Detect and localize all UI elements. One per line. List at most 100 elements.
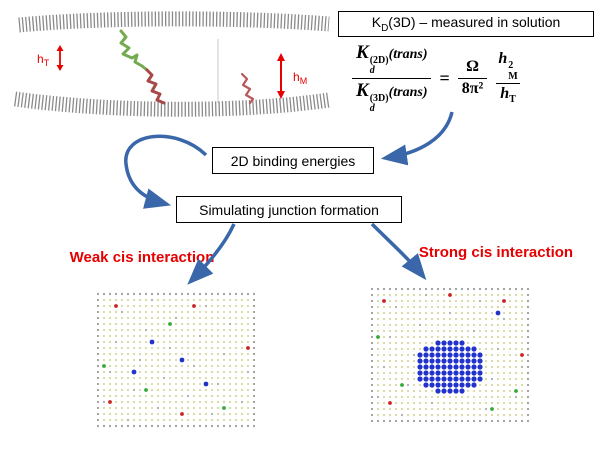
lattice-dot: [120, 424, 124, 428]
lattice-dot: [448, 407, 452, 411]
lattice-dot: [448, 305, 452, 309]
lattice-dot: [162, 292, 166, 296]
lattice-dot: [192, 352, 196, 356]
lattice-dot: [490, 287, 494, 291]
lattice-dot: [412, 347, 416, 351]
lattice-dot: [174, 412, 178, 416]
lattice-dot: [394, 317, 398, 321]
lattice-dot: [382, 341, 386, 345]
lattice-dot: [240, 346, 244, 350]
lattice-dot: [204, 322, 208, 326]
lattice-dot: [376, 389, 380, 393]
lattice-dot: [234, 424, 238, 428]
lattice-dot: [484, 401, 488, 405]
lattice-dot: [174, 310, 178, 314]
lattice-dot: [472, 389, 476, 393]
lattice-dot: [460, 395, 464, 399]
scatter-point-red: [246, 346, 250, 350]
lattice-dot: [240, 388, 244, 392]
lattice-dot: [526, 287, 530, 291]
lattice-dot: [406, 401, 410, 405]
lattice-dot: [376, 383, 380, 387]
lattice-dot: [186, 394, 190, 398]
lattice-dot: [412, 389, 416, 393]
lattice-dot: [508, 377, 512, 381]
cluster-dot: [471, 358, 477, 364]
lattice-dot: [216, 418, 220, 422]
lattice-dot: [484, 329, 488, 333]
lattice-dot: [252, 358, 256, 362]
lattice-dot: [412, 317, 416, 321]
lattice-dot: [174, 406, 178, 410]
lattice-dot: [442, 323, 446, 327]
scatter-point-red: [180, 412, 184, 416]
lattice-dot: [370, 419, 374, 423]
lattice-dot: [216, 394, 220, 398]
lattice-dot: [144, 340, 148, 344]
lattice-dot: [174, 388, 178, 392]
lattice-dot: [412, 305, 416, 309]
lattice-dot: [490, 293, 494, 297]
lattice-dot: [240, 304, 244, 308]
lattice-dot: [376, 395, 380, 399]
lattice-dot: [520, 323, 524, 327]
lattice-dot: [96, 370, 100, 374]
lattice-dot: [162, 424, 166, 428]
lattice-dot: [156, 316, 160, 320]
lattice-dot: [168, 370, 172, 374]
lattice-dot: [138, 352, 142, 356]
lattice-dot: [108, 304, 112, 308]
lattice-dot: [240, 352, 244, 356]
lattice-dot: [126, 400, 130, 404]
lattice-dot: [168, 346, 172, 350]
cluster-dot: [453, 382, 459, 388]
lattice-dot: [382, 407, 386, 411]
lattice-dot: [370, 365, 374, 369]
weak-cis-panel: [94, 290, 258, 430]
cluster-dot: [477, 370, 483, 376]
lattice-dot: [150, 406, 154, 410]
lattice-dot: [204, 400, 208, 404]
lattice-dot: [514, 365, 518, 369]
lattice-dot: [96, 310, 100, 314]
lattice-dot: [222, 364, 226, 368]
lattice-dot: [472, 329, 476, 333]
lattice-dot: [484, 305, 488, 309]
lattice-dot: [108, 310, 112, 314]
binding-energies-box: 2D binding energies: [212, 147, 374, 174]
lattice-dot: [102, 388, 106, 392]
lattice-dot: [144, 418, 148, 422]
lattice-dot: [400, 377, 404, 381]
lattice-dot: [216, 388, 220, 392]
lattice-dot: [96, 406, 100, 410]
lattice-dot: [382, 401, 386, 405]
lattice-dot: [252, 352, 256, 356]
lattice-dot: [114, 406, 118, 410]
lattice-dot: [502, 377, 506, 381]
lattice-dot: [246, 304, 250, 308]
lattice-dot: [400, 347, 404, 351]
lattice-dot: [246, 418, 250, 422]
lattice-dot: [412, 371, 416, 375]
lattice-dot: [96, 424, 100, 428]
cluster-dot: [429, 358, 435, 364]
lattice-dot: [406, 407, 410, 411]
lattice-dot: [240, 328, 244, 332]
lattice-dot: [192, 340, 196, 344]
lattice-dot: [138, 310, 142, 314]
lattice-dot: [228, 322, 232, 326]
lattice-dot: [406, 293, 410, 297]
lattice-dot: [210, 340, 214, 344]
cluster-dot: [435, 340, 441, 346]
lattice-dot: [162, 400, 166, 404]
lattice-dot: [192, 316, 196, 320]
cluster-dot: [471, 370, 477, 376]
lattice-dot: [370, 323, 374, 327]
lattice-dot: [222, 310, 226, 314]
lattice-dot: [430, 311, 434, 315]
lattice-dot: [126, 304, 130, 308]
lattice-dot: [180, 370, 184, 374]
lattice-dot: [388, 335, 392, 339]
lattice-dot: [514, 305, 518, 309]
lattice-dot: [126, 412, 130, 416]
